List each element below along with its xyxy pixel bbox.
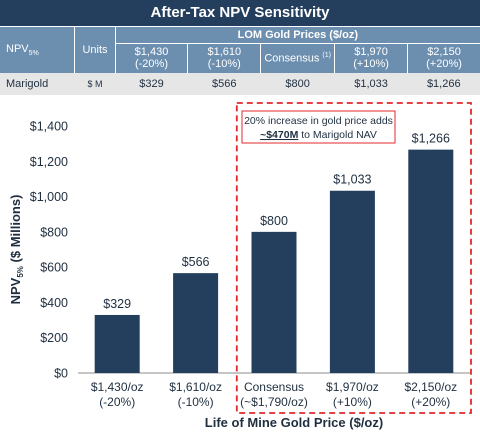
annotation-bold: ~$470M	[260, 129, 298, 141]
npv-header-sub: 5%	[28, 50, 39, 58]
npv-bar-chart: $0 $200 $400 $600 $800 $1,000 $1,200 $1,400 $32…	[8, 102, 472, 430]
x-tick-label: $1,610/oz	[169, 380, 222, 394]
x-axis-title: Life of Mine Gold Price ($/oz)	[205, 415, 383, 430]
npv-value-cell: $566	[187, 73, 261, 95]
price-column-header: $1,610 (-10%)	[187, 42, 261, 73]
annotation-box	[241, 110, 396, 144]
bar	[329, 190, 375, 373]
price-column-header-line2: (-20%)	[134, 58, 168, 71]
y-axis-title-main: NPV	[8, 277, 23, 304]
x-tick-label: $1,970/oz	[326, 380, 379, 394]
price-column-header-line1: $2,150	[427, 46, 461, 59]
price-column-header-line1: $1,970	[354, 46, 388, 59]
price-column-header-line2: (+20%)	[426, 58, 462, 71]
y-axis-title: NPV5% ($ Millions)	[8, 195, 25, 305]
y-axis-title-sub: 5%	[16, 266, 25, 278]
npv-value-cell: $800	[260, 73, 335, 95]
x-tick-label: Consensus	[244, 380, 304, 394]
gold-price-group-header: LOM Gold Prices ($/oz)	[114, 27, 480, 43]
x-tick-label: (-20%)	[99, 395, 135, 409]
y-tick-label: $1,400	[30, 120, 68, 134]
price-column-header-line2: (+10%)	[353, 58, 389, 71]
npv-header: NPV5%	[0, 27, 75, 73]
row-unit: $ M	[74, 73, 116, 95]
bar-data-label: $1,033	[333, 173, 371, 187]
x-tick-label: (+10%)	[333, 395, 372, 409]
npv-header-label: NPV	[6, 42, 29, 55]
y-tick-label: $800	[40, 225, 68, 239]
x-axis-ticks: $1,430/oz(-20%)$1,610/oz(-10%)Consensus(…	[91, 380, 457, 409]
npv-value-cell: $329	[115, 73, 188, 95]
y-axis-ticks: $0 $200 $400 $600 $800 $1,000 $1,200 $1,400	[30, 120, 68, 381]
bar-data-label: $329	[103, 297, 131, 311]
y-tick-label: $200	[40, 331, 68, 345]
bar	[94, 314, 140, 373]
y-tick-label: $400	[40, 296, 68, 310]
x-tick-label: (~$1,790/oz)	[240, 395, 308, 409]
y-axis-title-rest: ($ Millions)	[8, 195, 23, 267]
sensitivity-table: NPV5% Units LOM Gold Prices ($/oz) $1,43…	[0, 27, 480, 95]
annotation-rest: to Marigold NAV	[298, 129, 377, 141]
footnote-marker: (1)	[322, 51, 331, 59]
x-tick-label: $1,430/oz	[91, 380, 144, 394]
npv-value-cell: $1,033	[334, 73, 408, 95]
highlight-box	[235, 102, 472, 414]
y-tick-label: $0	[54, 367, 68, 381]
npv-value-cell: $1,266	[407, 73, 480, 95]
bar	[173, 273, 219, 373]
page-title: After-Tax NPV Sensitivity	[0, 0, 480, 27]
x-tick-label: $2,150/oz	[404, 380, 457, 394]
y-tick-label: $1,200	[30, 155, 68, 169]
annotation-line2: ~$470M to Marigold NAV	[260, 129, 377, 141]
price-column-header: $1,430 (-20%)	[114, 42, 188, 73]
row-name: Marigold	[0, 73, 75, 95]
bar-data-label: $1,266	[412, 132, 450, 146]
price-column-header: $2,150 (+20%)	[407, 42, 480, 73]
bar-data-label: $800	[260, 214, 288, 228]
price-column-header-line1: $1,430	[134, 46, 169, 59]
annotation-line1: 20% increase in gold price adds	[244, 115, 393, 127]
price-column-header: $1,970 (+10%)	[334, 42, 408, 73]
price-column-header-line1: Consensus	[264, 52, 320, 65]
price-column-header: Consensus (1)	[260, 42, 335, 73]
y-tick-label: $600	[40, 261, 68, 275]
x-tick-label: (+20%)	[411, 395, 450, 409]
bar-data-labels: $329 $566 $800 $1,033 $1,266	[103, 132, 450, 311]
bars	[94, 149, 454, 373]
price-column-header-line1: $1,610	[207, 46, 242, 59]
bar-data-label: $566	[182, 255, 210, 269]
x-tick-label: (-10%)	[178, 395, 214, 409]
units-header: Units	[74, 27, 116, 73]
row-unit-label: $ M	[87, 79, 103, 89]
price-column-header-line2: (-10%)	[207, 58, 241, 71]
bar	[408, 149, 454, 373]
y-tick-label: $1,000	[30, 190, 68, 204]
bar	[251, 231, 297, 373]
